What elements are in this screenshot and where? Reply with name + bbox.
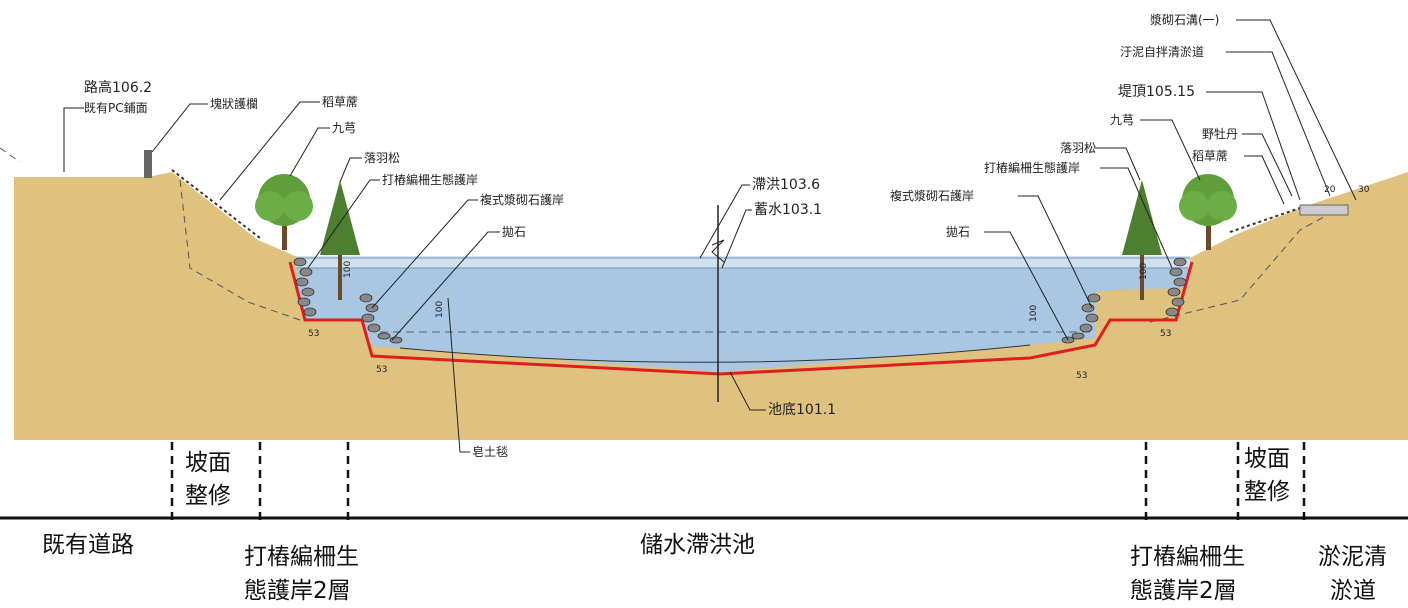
dim-30: 30 bbox=[1358, 185, 1370, 195]
murraya-left-label: 九芎 bbox=[332, 121, 356, 135]
tree-murraya-left-icon bbox=[255, 174, 313, 250]
straw-mat-right-label: 稻草蓆 bbox=[1192, 149, 1228, 163]
right-slope-line bbox=[1229, 207, 1301, 233]
old-ground-right bbox=[1149, 207, 1341, 323]
zone-desilt-road-line1: 淤泥清 bbox=[1318, 544, 1387, 570]
ditch-block bbox=[1299, 204, 1349, 216]
left-revetment-lower bbox=[359, 293, 403, 344]
liner-red-line bbox=[288, 261, 1194, 376]
bank-top-elevation-label: 堤頂105.15 bbox=[1118, 84, 1195, 100]
zone-pile-fence-left-line2: 態護岸2層 bbox=[244, 578, 351, 604]
pile-revetment-left-label: 打樁編柵生態護岸 bbox=[382, 172, 478, 187]
left-revetment-upper bbox=[293, 257, 317, 317]
road-elevation-label: 路高106.2 bbox=[84, 79, 152, 96]
zone-desilt-road-line2: 淤道 bbox=[1330, 578, 1376, 604]
tree-cypress-right-icon bbox=[1122, 180, 1162, 300]
riprap-right-label: 拋石 bbox=[946, 224, 970, 239]
pc-paving-label: 既有PC鋪面 bbox=[84, 100, 148, 115]
storage-elevation-label: 蓄水103.1 bbox=[754, 202, 822, 218]
dim-100-left-upper: 100 bbox=[343, 261, 353, 278]
zone-existing-road: 既有道路 bbox=[42, 532, 134, 558]
murraya-right-label: 九芎 bbox=[1110, 113, 1134, 127]
zone-detention-pond: 儲水滯洪池 bbox=[640, 532, 755, 558]
zone-pile-fence-left-line1: 打樁編柵生 bbox=[244, 544, 359, 570]
flood-elevation-label: 滯洪103.6 bbox=[752, 177, 820, 193]
dim-53-right-lower: 53 bbox=[1076, 371, 1087, 381]
gauge-break-mark bbox=[711, 239, 725, 263]
liner-label: 皂土毯 bbox=[472, 445, 508, 459]
road-curb bbox=[144, 150, 152, 178]
pool-bottom-elevation-label: 池底101.1 bbox=[768, 402, 836, 418]
guardrail-label: 塊狀護欄 bbox=[210, 96, 258, 111]
dim-53-left-upper: 53 bbox=[308, 329, 319, 339]
masonry-revetment-left-label: 複式漿砌石護岸 bbox=[480, 192, 564, 207]
right-revetment-upper bbox=[1165, 257, 1187, 317]
zone-pile-fence-right-line1: 打樁編柵生 bbox=[1130, 544, 1245, 570]
desilting-road-label: 汙泥自拌清淤道 bbox=[1120, 44, 1204, 59]
tree-murraya-right-icon bbox=[1179, 174, 1237, 250]
ditch-label: 漿砌石溝(一) bbox=[1150, 12, 1219, 27]
peony-label: 野牡丹 bbox=[1202, 126, 1238, 141]
zone-slope-repair-right: 坡面 bbox=[1244, 446, 1290, 472]
masonry-revetment-right-label: 複式漿砌石護岸 bbox=[890, 188, 974, 203]
dim-20: 20 bbox=[1324, 185, 1336, 195]
dim-100-right-upper: 100 bbox=[1139, 263, 1149, 280]
pile-revetment-right-label: 打樁編柵生態護岸 bbox=[984, 160, 1080, 175]
dim-53-left-lower: 53 bbox=[376, 365, 387, 375]
right-revetment-lower bbox=[1061, 293, 1101, 344]
guardrail-line bbox=[171, 169, 261, 239]
zone-slope-repair-left-line2: 整修 bbox=[185, 483, 231, 509]
dim-53-right-upper: 53 bbox=[1160, 329, 1171, 339]
old-ground-left bbox=[0, 147, 301, 321]
water-body bbox=[296, 258, 1190, 372]
zone-pile-fence-right-line2: 態護岸2層 bbox=[1130, 578, 1237, 604]
cypress-right-label: 落羽松 bbox=[1060, 141, 1096, 155]
cypress-left-label: 落羽松 bbox=[364, 151, 400, 165]
dim-100-right-lower: 100 bbox=[1029, 305, 1039, 322]
zone-slope-repair-right-line2: 整修 bbox=[1244, 479, 1290, 505]
riprap-left-label: 拋石 bbox=[502, 224, 526, 239]
dim-100-left-lower: 100 bbox=[435, 301, 445, 318]
flood-zone-band bbox=[296, 256, 1190, 268]
straw-mat-left-label: 稻草蓆 bbox=[322, 95, 358, 109]
zone-slope-repair-left: 坡面 bbox=[185, 450, 231, 476]
